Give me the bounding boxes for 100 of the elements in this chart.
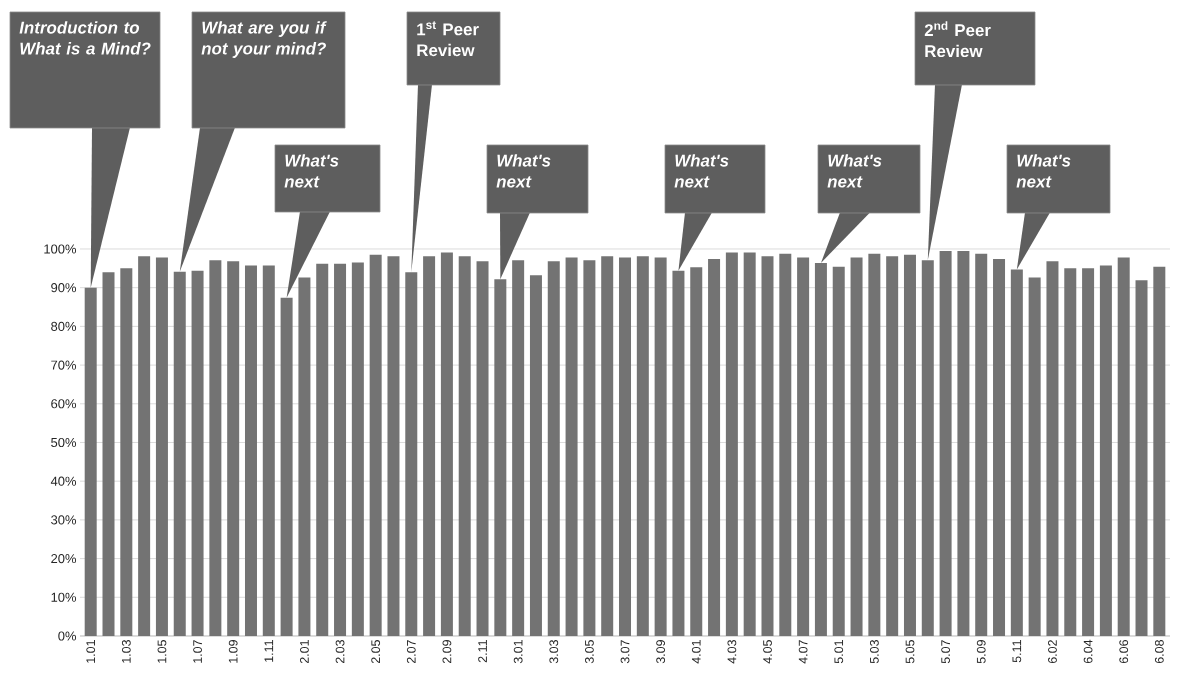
bar <box>138 256 151 636</box>
y-tick-label: 60% <box>51 399 77 409</box>
bar <box>227 261 240 636</box>
y-tick-label: 20% <box>51 554 77 564</box>
x-tick-label: 3.03 <box>549 640 559 664</box>
x-tick-label: 4.07 <box>798 640 808 664</box>
x-tick-label: 1.05 <box>157 640 167 663</box>
y-tick-label: 30% <box>51 515 77 525</box>
bar <box>529 275 542 636</box>
bar <box>547 261 560 636</box>
bar <box>743 252 756 636</box>
x-tick-label: 5.05 <box>905 640 915 664</box>
bar <box>565 257 578 636</box>
x-tick-label: 2.09 <box>442 640 452 664</box>
y-tick-label: 0% <box>58 631 77 641</box>
x-tick-label: 3.01 <box>513 640 523 664</box>
bar <box>886 256 899 636</box>
bar <box>244 265 257 636</box>
bar <box>993 259 1006 636</box>
bar <box>583 260 596 636</box>
x-tick-label: 6.08 <box>1154 640 1164 664</box>
bar <box>1135 280 1148 636</box>
x-tick-label: 3.09 <box>656 640 666 664</box>
bar <box>316 263 329 636</box>
text: What's next <box>674 154 729 188</box>
bar <box>797 257 810 636</box>
bar <box>654 257 667 636</box>
y-tick-label: 80% <box>51 321 77 331</box>
bar <box>280 297 293 636</box>
x-tick-label: 1.11 <box>264 640 274 662</box>
y-tick-label: 70% <box>51 360 77 370</box>
x-tick-label: 6.02 <box>1048 640 1057 664</box>
text: 1$^{st}$ Peer Review <box>417 21 479 57</box>
bar <box>1117 257 1130 636</box>
x-tick-label: 1.01 <box>86 640 96 663</box>
x-tick-label: 4.05 <box>763 640 772 664</box>
bar <box>903 254 916 636</box>
x-tick-label: 5.09 <box>976 640 986 664</box>
x-tick-label: 4.03 <box>727 640 737 664</box>
x-tick-label: 1.07 <box>193 640 202 663</box>
text: Introduction to What is a Mind? <box>19 21 151 55</box>
x-tick-label: 3.07 <box>620 640 630 664</box>
x-tick-label: 5.01 <box>834 640 844 664</box>
bar <box>369 254 382 636</box>
y-tick-label: 50% <box>51 437 77 448</box>
bar <box>957 250 970 636</box>
text: What are you if not your mind? <box>201 21 327 58</box>
bar <box>708 259 721 636</box>
bar <box>1046 261 1059 636</box>
bar <box>1153 266 1166 636</box>
bar <box>1099 265 1112 636</box>
x-tick-label: 1.09 <box>228 640 238 663</box>
x-tick-label: 2.07 <box>406 640 416 664</box>
bar <box>832 266 845 636</box>
x-tick-label: 2.05 <box>371 640 381 664</box>
bar <box>387 256 400 636</box>
bar <box>476 261 489 636</box>
y-tick-label: 90% <box>51 283 77 293</box>
bar <box>262 265 275 636</box>
text: What's next <box>1016 154 1071 188</box>
x-tick-label: 4.01 <box>691 640 701 664</box>
bar <box>440 252 453 636</box>
bar <box>761 256 774 636</box>
bar <box>779 253 792 636</box>
bar <box>1064 268 1077 636</box>
x-tick-label: 3.05 <box>584 640 594 664</box>
y-tick-label: 40% <box>50 476 77 486</box>
bar <box>191 270 204 636</box>
bar <box>209 260 222 636</box>
x-tick-label: 2.03 <box>335 640 345 664</box>
x-tick-label: 6.06 <box>1119 640 1129 664</box>
text: What's next <box>496 154 551 188</box>
bar <box>850 257 863 636</box>
bar <box>1028 277 1041 636</box>
bar <box>868 253 881 636</box>
bar <box>351 262 364 636</box>
x-tick-label: 5.11 <box>1012 640 1022 663</box>
bar <box>601 256 614 636</box>
x-tick-label: 1.03 <box>121 640 131 663</box>
y-tick-label: 10% <box>51 592 77 602</box>
bar <box>334 263 347 636</box>
bar <box>155 257 168 636</box>
x-tick-label: 5.03 <box>869 640 879 664</box>
bar <box>1082 268 1095 636</box>
bar <box>975 253 988 636</box>
bar <box>725 252 738 636</box>
text: What's next <box>284 154 339 188</box>
x-tick-label: 5.07 <box>941 640 951 664</box>
text: What's next <box>827 154 882 188</box>
text: 2$^{nd}$ Peer Review <box>924 21 991 58</box>
bar <box>298 277 311 636</box>
x-tick-label: 2.11 <box>478 640 487 663</box>
y-tick-label: 100% <box>44 244 77 254</box>
bar <box>173 271 186 636</box>
bar <box>636 256 649 636</box>
bar <box>814 262 827 636</box>
bar <box>619 257 632 636</box>
x-tick-label: 2.01 <box>300 640 309 664</box>
bar <box>458 256 471 636</box>
x-tick-label: 6.04 <box>1083 639 1093 664</box>
